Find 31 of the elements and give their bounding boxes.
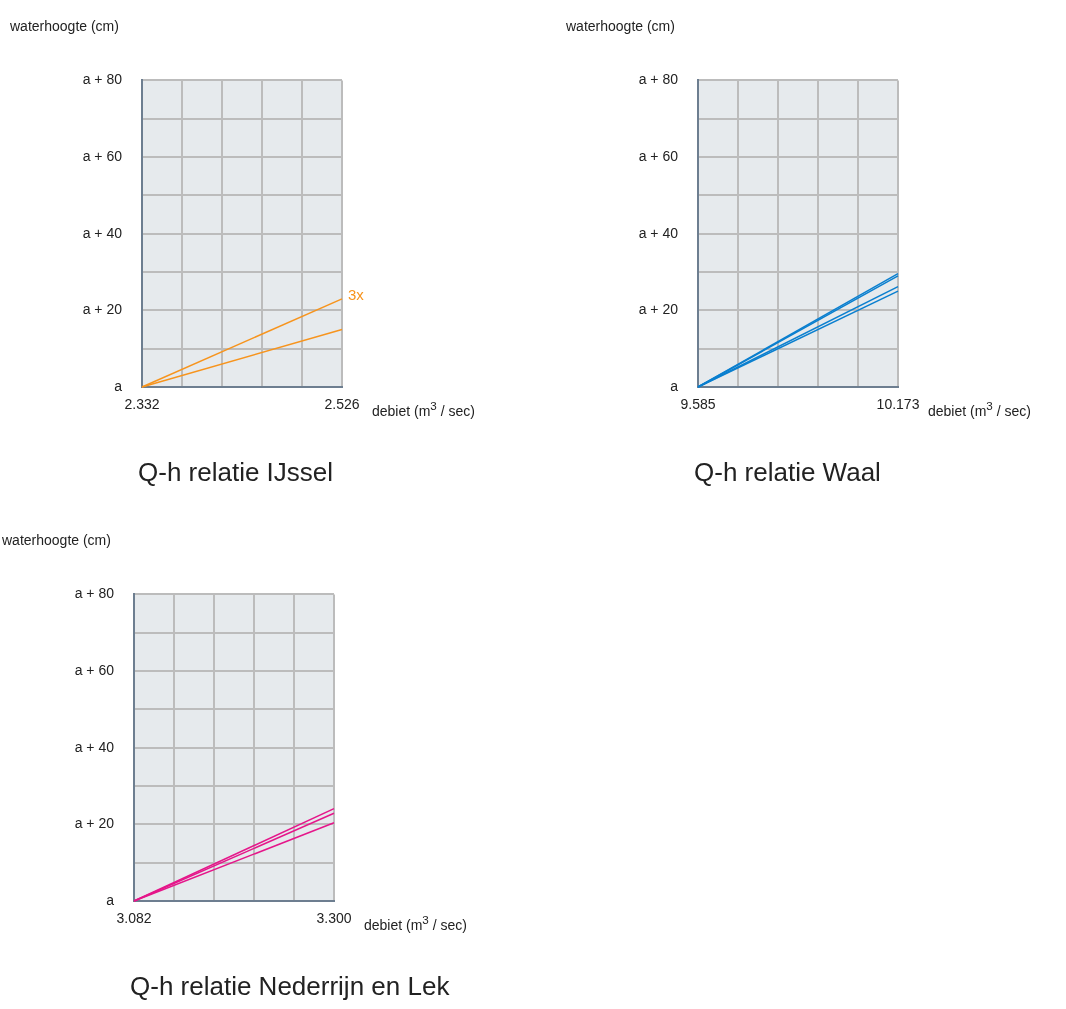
y-tick-label: a + 60 [638, 147, 679, 164]
x-tick-label: 2.526 [324, 396, 360, 413]
y-tick-label: a + 40 [82, 224, 123, 241]
y-tick-label: a + 80 [82, 71, 123, 88]
y-tick-label: a + 20 [638, 301, 679, 318]
y-tick-label: a + 40 [638, 224, 679, 241]
y-tick-label: a [114, 377, 123, 394]
x-tick-label: 10.173 [876, 396, 920, 413]
x-tick-label: 9.585 [680, 396, 716, 413]
x-tick-label: 2.332 [124, 396, 160, 413]
text: Q-h relatie Waal [694, 457, 881, 488]
x-axis-title: debiet (m$^{3}$ / sec) [372, 399, 475, 419]
x-axis-title: debiet (m$^{3}$ / sec) [928, 399, 1031, 419]
y-tick-label: a + 40 [74, 738, 115, 755]
y-tick-label: a + 80 [74, 585, 115, 602]
annotation: 3x [348, 285, 365, 303]
y-axis-title: waterhoogte (cm) [566, 18, 675, 34]
y-tick-label: a [106, 891, 115, 908]
text: Q-h relatie Nederrijn en Lek [130, 971, 450, 1002]
x-tick-label: 3.300 [316, 910, 352, 927]
y-tick-label: a + 20 [74, 815, 115, 832]
x-axis-title: debiet (m$^{3}$ / sec) [364, 913, 467, 933]
y-tick-label: a + 80 [638, 71, 679, 88]
y-tick-label: a + 20 [82, 301, 123, 318]
y-axis-title: waterhoogte (cm) [2, 532, 111, 548]
text: Q-h relatie IJssel [138, 457, 334, 488]
x-tick-label: 3.082 [116, 910, 152, 927]
y-tick-label: a + 60 [82, 147, 123, 164]
y-axis-title: waterhoogte (cm) [10, 18, 119, 34]
y-tick-label: a [670, 377, 679, 394]
y-tick-label: a + 60 [74, 661, 115, 678]
